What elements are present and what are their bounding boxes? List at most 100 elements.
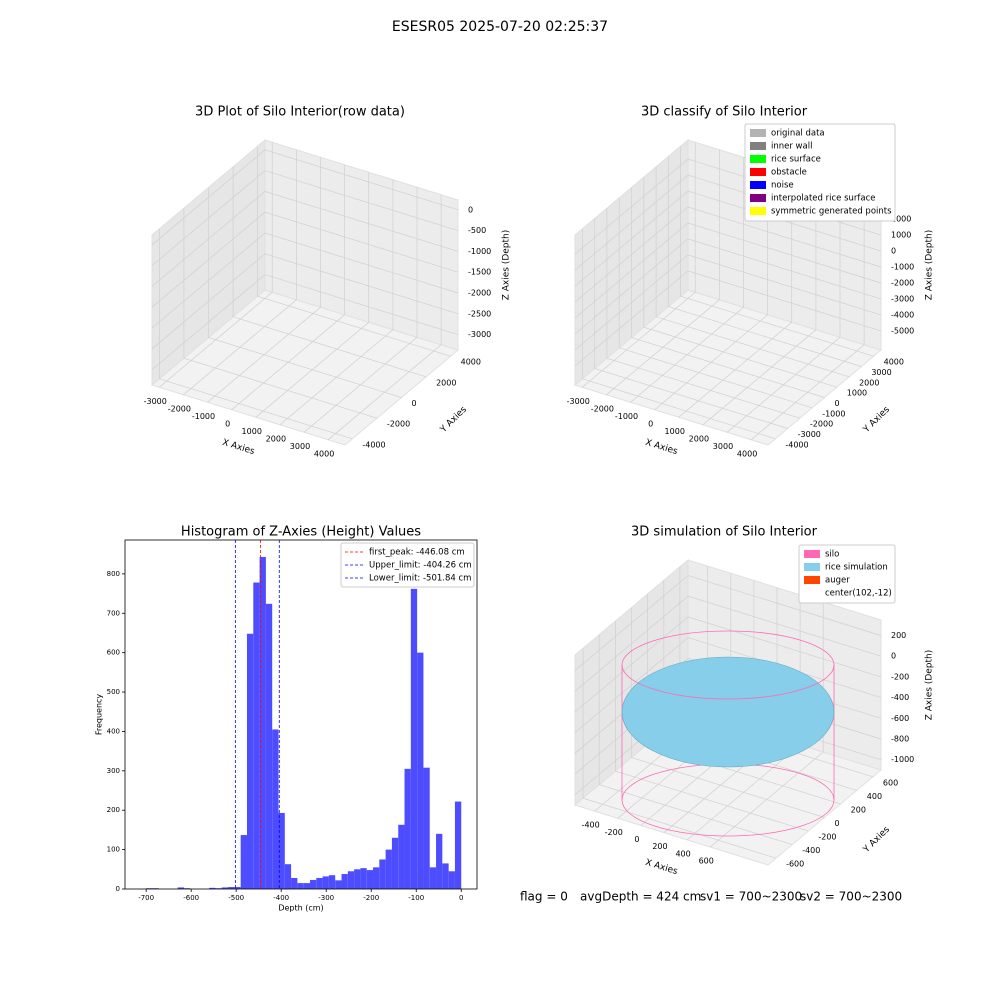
bar [240,835,247,889]
x-tick-label: -300 [318,894,334,902]
x-tick-label: -600 [183,894,199,902]
y-tick-label: -2000 [387,420,410,429]
grid-line [574,254,882,351]
y-tick-label: 0 [835,819,840,828]
grid-line [574,238,882,335]
grid-line [574,270,882,367]
bar [265,603,273,889]
grid-line [582,648,777,859]
y-tick-label: -3000 [798,430,821,439]
y-tick-label: 800 [107,570,120,578]
legend-label: center(102,-12) [825,589,892,599]
z-tick-label: -1000 [468,247,491,256]
grid-line [615,621,809,832]
z-tick-label: -400 [891,693,909,702]
y-tick-label: 200 [851,805,866,814]
bar [177,887,184,889]
x-tick-label: 0 [459,894,463,902]
x-tick-label: -3000 [144,397,167,406]
bar [429,867,437,889]
x-tick-label: -2000 [168,404,191,413]
bar [209,887,216,889]
grid-line [151,211,459,308]
grid-line [594,218,788,429]
z-tick-label: -1000 [891,755,914,764]
x-tick-label: 600 [699,857,714,866]
grid-line [606,149,720,396]
bar [391,837,399,889]
legend-label: interpolated rice surface [771,194,876,204]
y-tick-label: 400 [107,727,120,735]
legend-swatch [804,563,820,571]
z-axis-label: Z Axies (Depth) [502,230,512,301]
legend-label: original data [771,129,825,139]
grid-line [574,637,882,733]
y-tick-label: -4000 [785,440,808,449]
legend-box [340,542,475,588]
z-tick-label: -2000 [891,278,914,287]
legend-label: inner wall [771,142,812,152]
legend-label: Lower_limit: -501.84 cm [369,574,471,584]
grid-line [151,149,459,246]
bar [385,849,392,889]
grid-line [279,179,394,426]
bar [360,868,367,889]
x-tick-label: -100 [408,894,424,902]
grid-line [709,602,824,848]
x-tick-label: 200 [652,842,667,851]
grid-line [598,634,793,845]
bar [341,874,348,889]
silo-top [621,630,835,700]
grid-line [327,194,442,441]
grid-line [159,228,353,440]
z-tick-label: -1000 [891,263,914,272]
bar [347,871,355,889]
z-tick-label: 2000 [891,215,911,224]
bar [454,801,462,889]
grid-line [151,191,459,287]
x-axis-label: Depth (cm) [278,904,323,913]
grid-line [574,616,882,713]
grid-line [574,206,882,303]
grid-line [207,157,321,403]
grid-line [606,208,801,419]
x-tick-label: -700 [138,894,154,902]
y-tick-label: -400 [802,846,820,855]
grid-line [183,208,378,419]
y-axis-label: Frequency [95,694,104,736]
bar [310,879,317,889]
grid-line [183,149,297,396]
y-tick-label: -1000 [822,409,845,418]
grid-line [618,197,813,409]
grid-line [574,575,882,671]
grid-line [631,607,825,818]
legend-box [744,123,896,222]
x-tick-label: -3000 [567,397,590,406]
grid-line [726,187,841,433]
grid-line [151,170,459,266]
y-tick-label: 400 [867,792,882,801]
grid-line [303,187,418,433]
bar [335,880,342,889]
legend-swatch [750,194,766,202]
legend-label: Upper_limit: -404.26 cm [369,561,472,571]
grid-line [750,194,865,441]
y-tick-label: 600 [107,649,120,657]
grid-line [574,190,882,287]
z-tick-label: -800 [891,734,909,743]
grid-line [158,142,273,388]
bar [228,887,235,889]
x-tick-label: 0 [648,419,653,428]
grid-line [678,172,793,418]
y-tick-label: -4000 [362,440,385,449]
grid-line [582,228,776,440]
bar [328,875,336,889]
bar [410,588,418,889]
legend-label: auger [825,576,850,586]
plot-frame [124,539,478,890]
bar [291,877,298,889]
subplot-title: 3D Plot of Silo Interior(row data) [195,105,405,120]
z-tick-label: -500 [468,226,486,235]
y-tick-label: 4000 [461,358,481,367]
